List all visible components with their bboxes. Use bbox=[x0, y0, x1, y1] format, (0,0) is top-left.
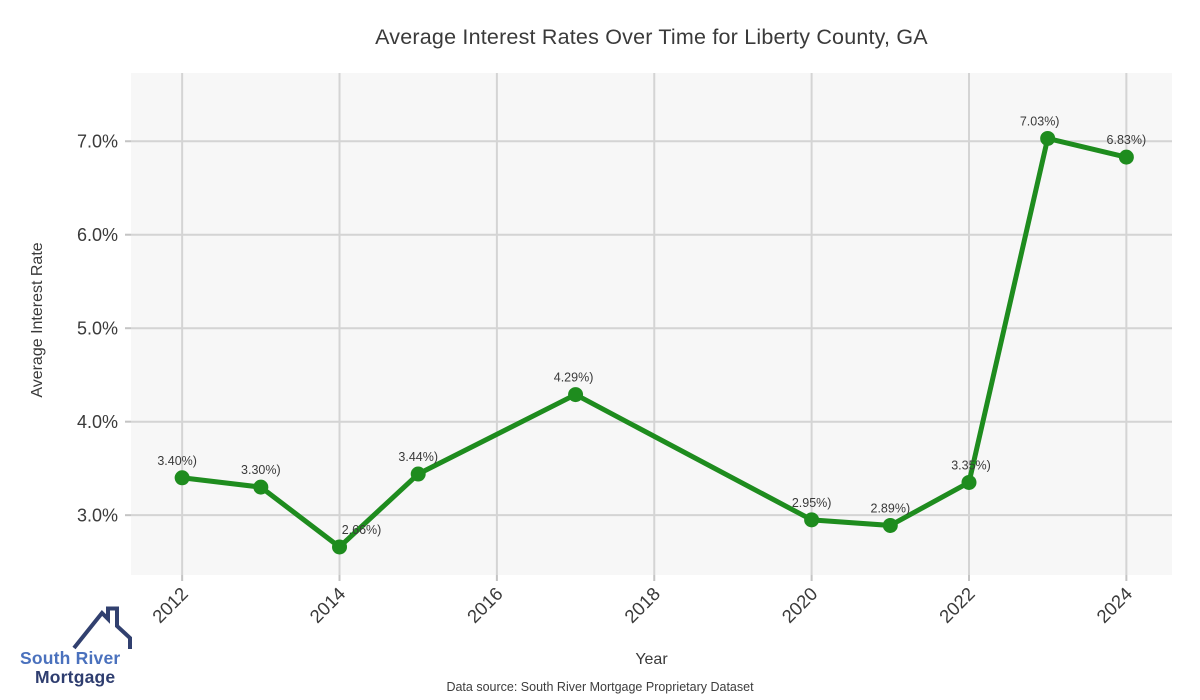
plot-background bbox=[131, 73, 1172, 575]
point-label-2013: 3.30%) bbox=[241, 463, 281, 477]
xtick-label-2012: 2012 bbox=[148, 583, 192, 627]
data-point-2021 bbox=[882, 517, 898, 533]
data-point-2014 bbox=[332, 539, 348, 555]
logo-text-south-river: South River bbox=[20, 648, 121, 668]
point-label-2014: 2.66%) bbox=[342, 523, 382, 537]
data-point-2020 bbox=[804, 512, 820, 528]
data-point-2023 bbox=[1040, 130, 1056, 146]
data-source-note: Data source: South River Mortgage Propri… bbox=[446, 680, 754, 694]
data-point-2013 bbox=[253, 479, 269, 495]
point-label-2024: 6.83%) bbox=[1107, 133, 1147, 147]
data-point-2024 bbox=[1118, 149, 1134, 165]
data-point-2017 bbox=[568, 387, 584, 403]
ytick-label-4.0%: 4.0% bbox=[77, 412, 118, 432]
company-logo: South River Mortgage bbox=[20, 606, 150, 687]
point-label-2023: 7.03%) bbox=[1020, 114, 1060, 128]
xtick-label-2020: 2020 bbox=[778, 583, 822, 627]
logo-text-mortgage: Mortgage bbox=[35, 666, 116, 687]
data-line bbox=[179, 135, 1129, 550]
point-label-2017: 4.29%) bbox=[554, 371, 594, 385]
data-point-2012 bbox=[174, 470, 190, 486]
data-point-2015 bbox=[410, 466, 426, 482]
ytick-label-5.0%: 5.0% bbox=[77, 319, 118, 339]
xtick-label-2016: 2016 bbox=[463, 583, 507, 627]
point-label-2012: 3.40%) bbox=[157, 454, 197, 468]
data-point-2022 bbox=[961, 474, 977, 490]
xtick-label-2018: 2018 bbox=[620, 583, 664, 627]
xtick-label-2022: 2022 bbox=[935, 583, 979, 627]
point-label-2015: 3.44%) bbox=[398, 450, 438, 464]
chart-title: Average Interest Rates Over Time for Lib… bbox=[375, 25, 928, 49]
point-label-2022: 3.35%) bbox=[951, 458, 991, 472]
ytick-label-3.0%: 3.0% bbox=[77, 506, 118, 526]
point-label-2021: 2.89%) bbox=[871, 501, 911, 515]
house-roof-icon bbox=[72, 606, 132, 650]
ytick-label-7.0%: 7.0% bbox=[77, 132, 118, 152]
point-label-2020: 2.95%) bbox=[792, 496, 832, 510]
xtick-label-2014: 2014 bbox=[305, 583, 349, 627]
ytick-label-6.0%: 6.0% bbox=[77, 225, 118, 245]
xtick-label-2024: 2024 bbox=[1092, 583, 1136, 627]
x-axis-title: Year bbox=[635, 651, 668, 668]
